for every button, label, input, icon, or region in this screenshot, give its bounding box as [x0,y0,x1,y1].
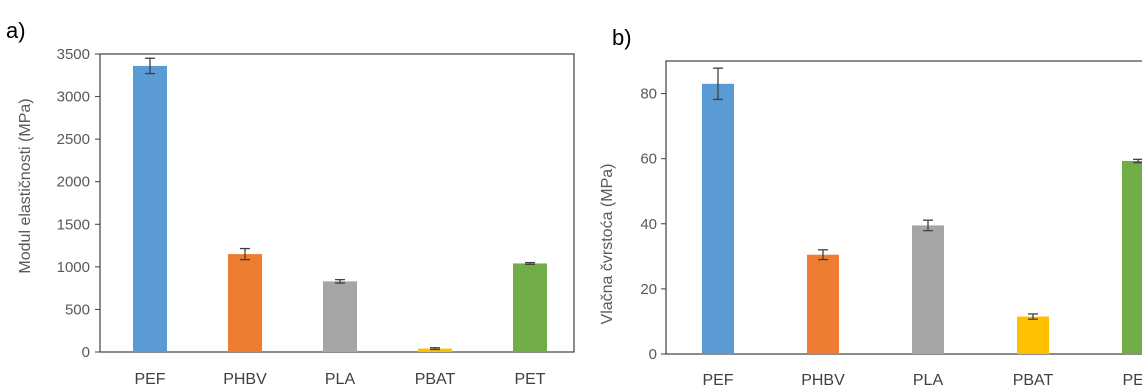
panel-b-plot-frame [665,60,1142,355]
panel-a-category-label: PEF [134,371,165,385]
panel-a-bar-pbat [418,348,452,352]
panel-a-y-tick-label: 2000 [57,174,90,191]
panel-a-category-label: PHBV [223,371,267,385]
panel-a-category-label: PBAT [415,371,456,385]
panel-b-y-tick-label: 0 [649,346,657,363]
panel-a-y-tick-label: 3000 [57,89,90,106]
panel-b-y-axis-title: Vlačna čvrstoća (MPa) [599,164,616,325]
panel-b-y-tick-label: 40 [640,216,657,233]
panel-a-y-tick-label: 0 [82,344,90,361]
panel-b-category-label: PEF [702,372,733,385]
panel-a-bars [133,65,547,353]
panel-b-bar-phbv [807,254,839,354]
panel-a-category-label: PET [514,371,545,385]
panel-a-y-tick-label: 1000 [57,259,90,276]
panel-b-y-ticks: 0 20 40 60 80 [640,86,666,363]
panel-a-y-tick-label: 1500 [57,216,90,233]
panel-a-bar-pef [133,65,167,353]
panel-a-bar-pet [513,263,547,352]
panel-b-category-label: PBAT [1013,372,1054,385]
panel-b-bar-pbat [1017,316,1049,354]
panel-b-bar-pet [1122,160,1142,354]
panel-a-error-bars [145,57,535,351]
panel-a-bar-pla [323,281,357,352]
panel-b-y-tick-label: 80 [640,86,657,103]
panel-b-category-label: PHBV [801,372,845,385]
panel-b-category-label: PLA [913,372,944,385]
panel-b-category-label: PET [1122,372,1142,385]
panel-a-y-tick-label: 2500 [57,131,90,148]
panel-b-error-bars [713,67,1142,320]
panel-a-label: a) [6,18,26,43]
panel-a-bar-phbv [228,254,262,352]
panel-a-category-labels: PEF PHBV PLA PBAT PET [134,371,545,388]
panel-a-y-tick-label: 500 [65,301,90,318]
panel-b-y-tick-label: 20 [640,281,657,298]
panel-a-y-axis-title: Modul elastičnosti (MPa) [17,98,34,273]
panel-b-label: b) [612,25,632,50]
panel-a: a) Modul elastičnosti (MPa) 0 500 1000 1500… [6,18,575,388]
panel-b-category-labels: PEF PHBV PLA PBAT PET [702,372,1142,389]
panel-b: b) Vlačna čvrstoća (MPa) 0 20 40 60 80 PEF PH… [599,25,1142,389]
panel-a-category-label: PLA [325,371,356,385]
panel-b-bar-pef [702,83,734,355]
panel-a-y-ticks: 0 500 1000 1500 2000 2500 3000 3500 [57,46,100,361]
panel-a-y-tick-label: 3500 [57,46,90,63]
panel-b-bar-pla [912,225,944,354]
panel-b-bars [702,83,1142,355]
panel-b-y-tick-label: 60 [640,151,657,168]
